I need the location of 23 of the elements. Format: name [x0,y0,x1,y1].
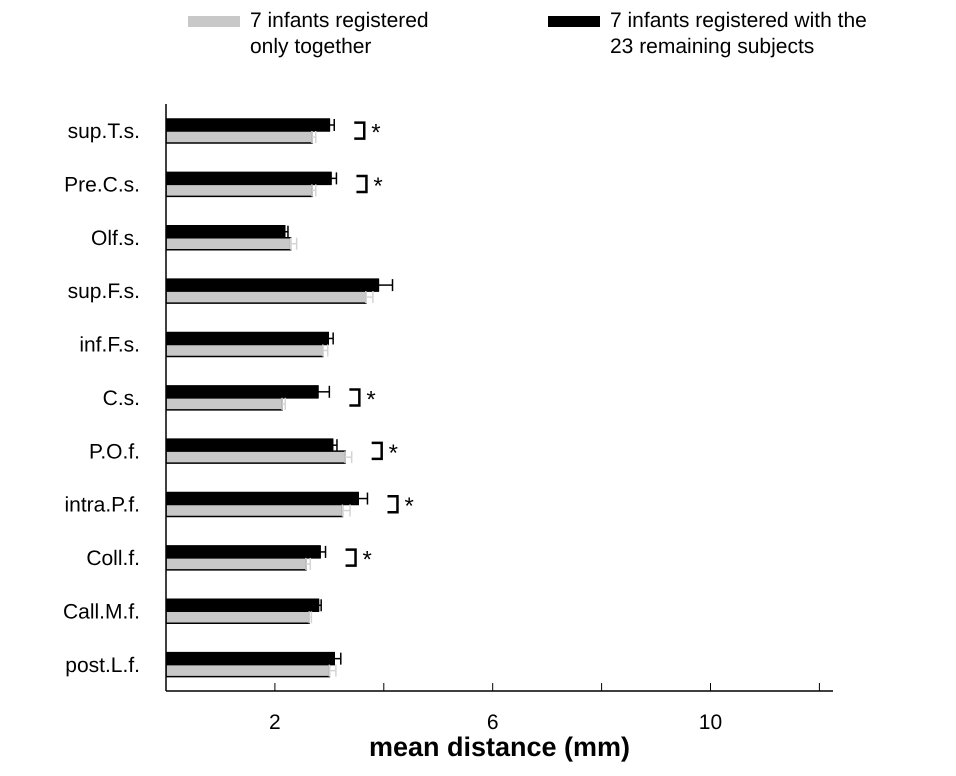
annotation: * [388,440,398,467]
y-tick-label: P.O.f. [89,440,140,464]
y-tick-label: Olf.s. [90,226,140,250]
y-tick-label: post.L.f. [65,654,140,677]
x-tick-label: 10 [698,711,722,734]
y-tick-label: intra.P.f. [64,494,140,517]
y-tick-label: Pre.C.s. [64,174,140,196]
legend-label: 7 infants registered only together [250,8,430,60]
y-tick-label: inf.F.s. [79,334,140,357]
x-tick-label: 2 [269,711,281,734]
annotation: * [371,120,381,147]
y-tick-label: sup.T.s. [68,120,140,144]
annotation: * [362,546,372,574]
y-tick-label: C.s. [102,386,140,410]
legend-label: 7 infants registered with the 23 remaining subjects [610,8,868,60]
y-tick-label: Call.M.f. [62,600,140,624]
annotation: * [366,386,376,414]
y-tick-label: Coll.f. [86,547,140,570]
y-tick-label: sup.F.s. [68,280,140,304]
annotation: * [404,493,414,520]
x-axis-title: mean distance (mm) [368,732,630,762]
x-tick-label: 6 [486,711,499,734]
annotation: * [373,173,383,200]
